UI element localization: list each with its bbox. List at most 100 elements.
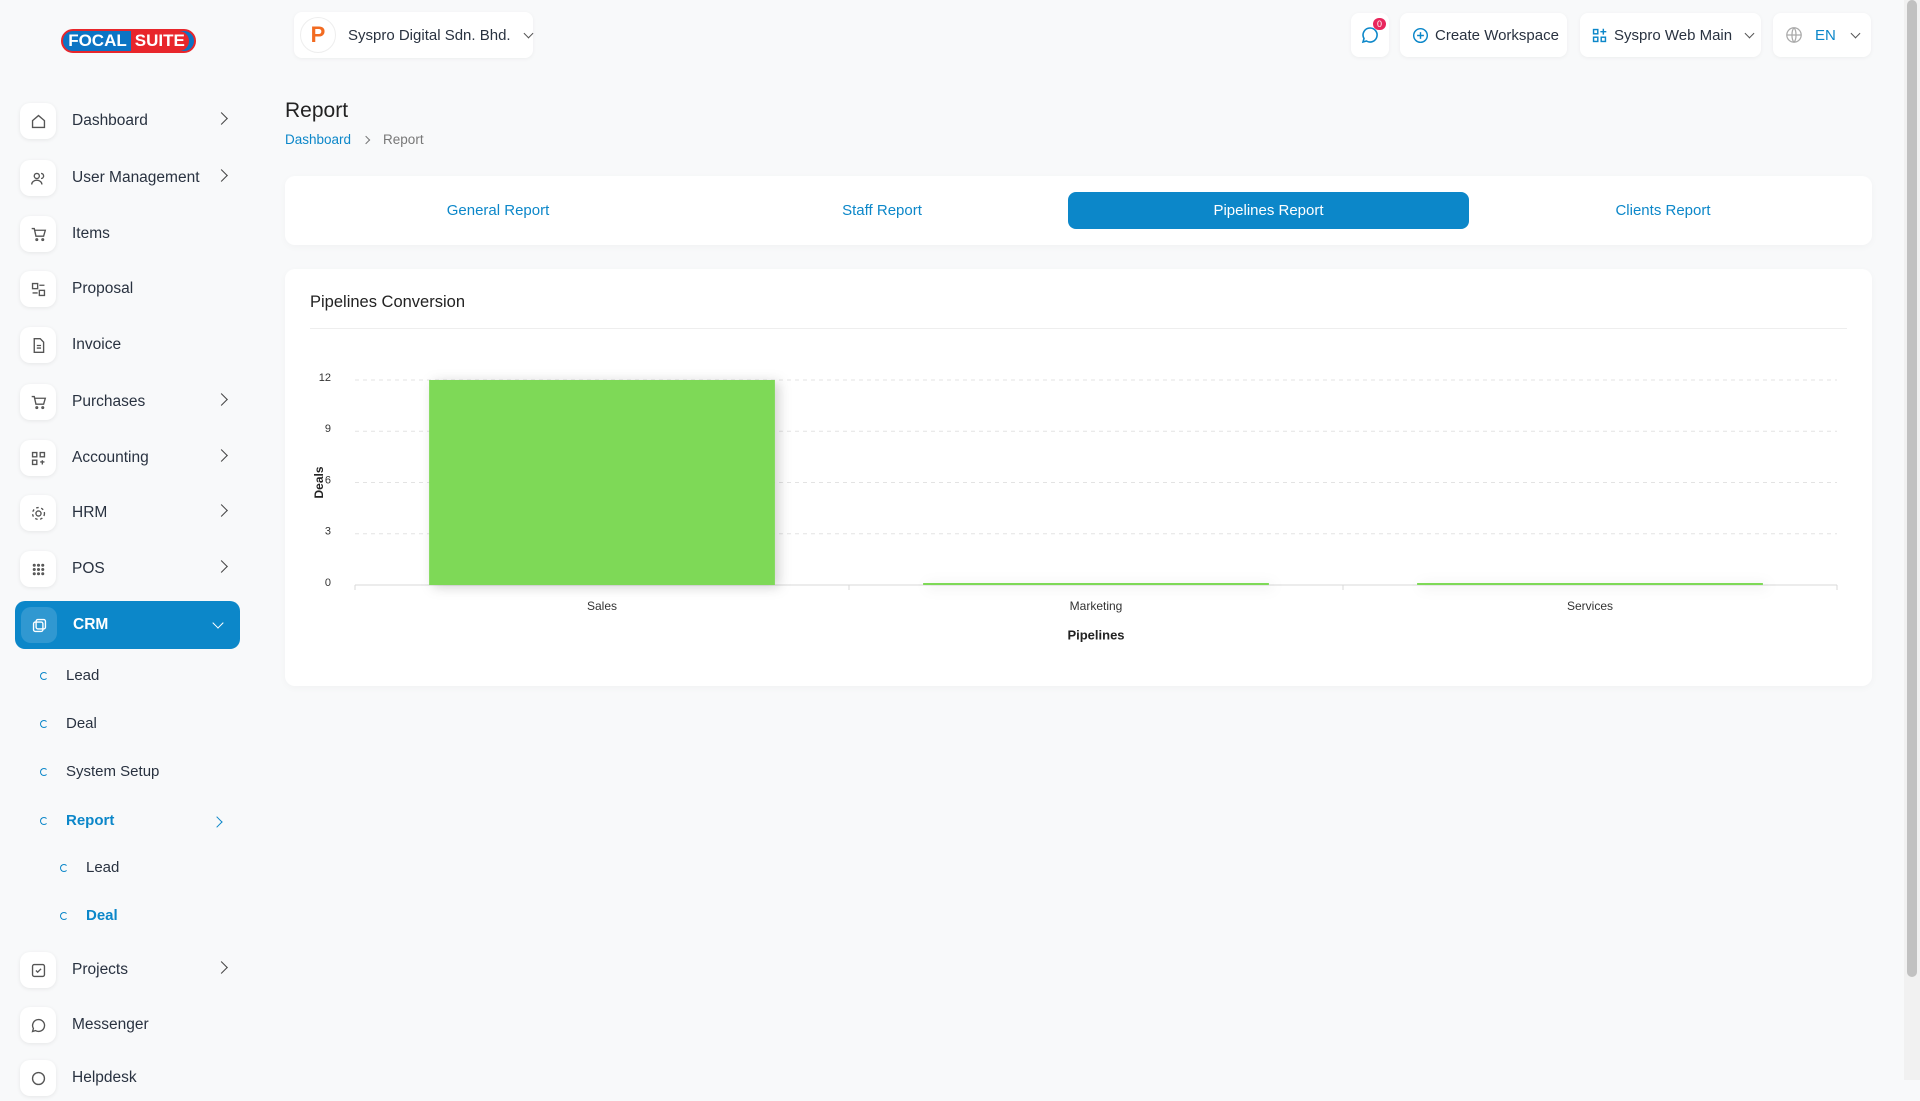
menu-label: Lead bbox=[66, 667, 100, 684]
y-tick-label: 6 bbox=[325, 474, 331, 486]
submenu-item[interactable]: Lead bbox=[40, 667, 99, 684]
menu-icon bbox=[20, 327, 56, 363]
x-tick-label: Services bbox=[1567, 599, 1613, 613]
tab[interactable]: Clients Report bbox=[1615, 202, 1711, 219]
submenu-item[interactable]: Deal bbox=[40, 715, 97, 732]
menu-label: CRM bbox=[73, 616, 109, 633]
menu-item[interactable]: User Management bbox=[20, 155, 240, 201]
menu-label: Report bbox=[66, 812, 115, 829]
menu-item[interactable]: Invoice bbox=[20, 322, 240, 368]
company-selector[interactable]: P Syspro Digital Sdn. Bhd. bbox=[294, 12, 534, 58]
menu-label: Dashboard bbox=[72, 112, 148, 129]
menu-label: Proposal bbox=[72, 280, 134, 297]
menu-icon bbox=[20, 271, 56, 307]
scrollbar-thumb[interactable] bbox=[1907, 0, 1917, 977]
y-tick-label: 9 bbox=[325, 423, 331, 435]
menu-label: HRM bbox=[72, 504, 108, 521]
menu-icon bbox=[20, 551, 56, 587]
y-tick-label: 0 bbox=[325, 577, 331, 589]
language: EN bbox=[1815, 26, 1836, 44]
breadcrumb-link[interactable]: Dashboard bbox=[285, 132, 352, 147]
plus-icon bbox=[1412, 27, 1429, 43]
chevron bbox=[523, 28, 534, 38]
company-name: Syspro Digital Sdn. Bhd. bbox=[348, 26, 511, 44]
menu-label: Deal bbox=[66, 715, 97, 732]
menu-icon bbox=[20, 160, 56, 196]
submenu-item[interactable]: Lead bbox=[60, 859, 119, 876]
menu-label: Helpdesk bbox=[72, 1069, 137, 1086]
menu-label: User Management bbox=[72, 169, 200, 186]
menu-label: Accounting bbox=[72, 449, 149, 466]
page-title: Report bbox=[285, 99, 349, 122]
bar bbox=[1417, 583, 1763, 585]
chevron bbox=[212, 617, 224, 629]
workspace-selector[interactable]: Syspro Web Main bbox=[1580, 13, 1761, 57]
submenu-item[interactable]: Report bbox=[40, 812, 225, 829]
tab[interactable]: General Report bbox=[446, 202, 550, 219]
language-selector[interactable]: EN bbox=[1773, 13, 1871, 57]
chevron bbox=[215, 560, 228, 573]
menu-icon bbox=[20, 216, 56, 252]
crm-active[interactable]: CRM bbox=[15, 601, 240, 649]
menu-item[interactable]: Messenger bbox=[20, 1002, 240, 1048]
notification-button[interactable]: 0 bbox=[1351, 13, 1389, 57]
bar bbox=[923, 583, 1269, 585]
menu-item[interactable]: HRM bbox=[20, 490, 240, 536]
y-tick-label: 3 bbox=[325, 526, 331, 538]
menu-icon bbox=[20, 1060, 56, 1096]
menu-item[interactable]: Helpdesk bbox=[20, 1055, 240, 1101]
menu-icon bbox=[20, 440, 56, 476]
menu-label: Deal bbox=[86, 907, 118, 924]
logo-text: FOCAL bbox=[68, 31, 127, 50]
chart-card: Pipelines Conversion 0 3 6 9 12 Sales Marketin… bbox=[285, 269, 1872, 686]
breadcrumb-current: Report bbox=[383, 132, 424, 147]
menu-icon bbox=[20, 384, 56, 420]
menu-icon bbox=[20, 495, 56, 531]
chevron bbox=[215, 961, 228, 974]
y-axis-label: Deals bbox=[312, 466, 326, 498]
chevron bbox=[215, 504, 228, 517]
menu-icon bbox=[20, 1007, 56, 1043]
menu-label: Invoice bbox=[72, 336, 122, 353]
submenu-item[interactable]: System Setup bbox=[40, 763, 159, 780]
menu-label: POS bbox=[72, 560, 105, 577]
chevron bbox=[1744, 28, 1755, 38]
workspace-icon bbox=[1592, 28, 1607, 42]
notification-badge: 0 bbox=[1372, 18, 1386, 30]
chart-title: Pipelines Conversion bbox=[310, 293, 466, 311]
create-workspace-button[interactable]: Create Workspace bbox=[1400, 13, 1567, 57]
breadcrumb-separator bbox=[361, 135, 371, 144]
menu-label: System Setup bbox=[66, 763, 160, 780]
menu-item[interactable]: Accounting bbox=[20, 435, 240, 481]
menu-label: Items bbox=[72, 225, 110, 242]
menu-icon bbox=[20, 952, 56, 988]
x-axis-label: Pipelines bbox=[1067, 627, 1124, 642]
tab-active[interactable]: Pipelines Report bbox=[1068, 192, 1469, 229]
submenu-item[interactable]: Deal bbox=[60, 907, 118, 924]
menu-item[interactable]: Dashboard bbox=[20, 98, 240, 144]
chevron bbox=[1850, 28, 1861, 38]
menu-item[interactable]: Proposal bbox=[20, 266, 240, 312]
x-tick-label: Marketing bbox=[1070, 599, 1123, 613]
menu-icon bbox=[20, 103, 56, 139]
x-tick-label: Sales bbox=[587, 599, 617, 613]
menu-item[interactable]: Projects bbox=[20, 947, 240, 993]
workspace-name: Syspro Web Main bbox=[1614, 26, 1733, 44]
chevron bbox=[211, 816, 223, 828]
y-tick-label: 12 bbox=[319, 372, 331, 384]
chevron bbox=[215, 393, 228, 406]
menu-item[interactable]: POS bbox=[20, 546, 240, 592]
menu-label: Messenger bbox=[72, 1016, 149, 1033]
tab[interactable]: Staff Report bbox=[842, 202, 922, 219]
chart: 0 3 6 9 12 Sales Marketing Services Pipelines Dea… bbox=[312, 372, 1838, 642]
crm-icon bbox=[21, 607, 57, 643]
divider bbox=[310, 328, 1847, 329]
chevron bbox=[215, 169, 228, 182]
menu-item[interactable]: Purchases bbox=[20, 379, 240, 425]
menu-label: Purchases bbox=[72, 393, 146, 410]
logo[interactable]: FOCAL SUITE bbox=[61, 29, 196, 53]
breadcrumb: Dashboard Report bbox=[285, 132, 424, 147]
logo-text: SUITE bbox=[130, 31, 189, 51]
menu-item[interactable]: Items bbox=[20, 211, 240, 257]
